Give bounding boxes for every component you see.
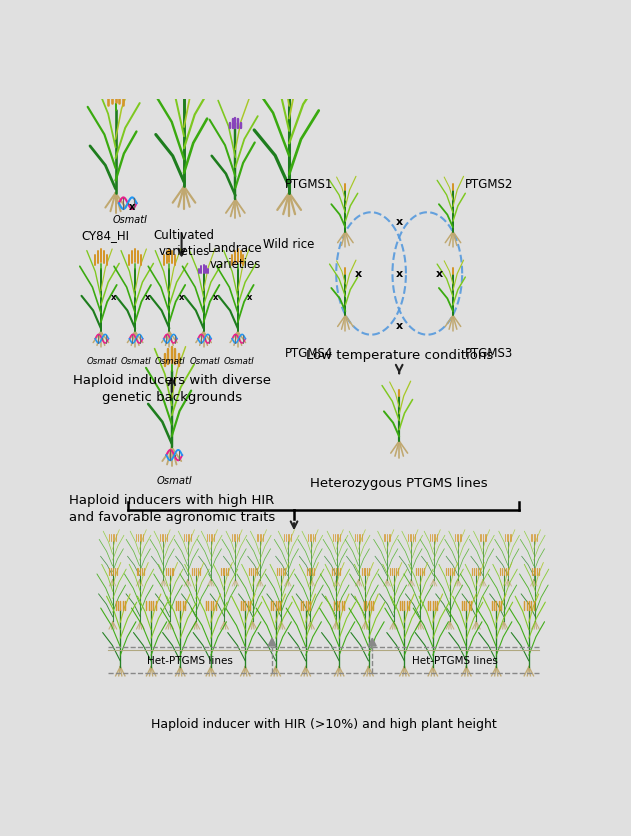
Text: OsmatI: OsmatI <box>189 356 220 365</box>
Text: Low temperature conditions: Low temperature conditions <box>305 348 493 361</box>
Text: Haploid inducers with high HIR
and favorable agronomic traits: Haploid inducers with high HIR and favor… <box>69 493 275 523</box>
Text: OsmatI: OsmatI <box>223 356 254 365</box>
Polygon shape <box>369 639 376 646</box>
Text: x: x <box>110 292 116 301</box>
Text: Haploid inducer with HIR (>10%) and high plant height: Haploid inducer with HIR (>10%) and high… <box>151 717 496 730</box>
Text: Haploid inducers with diverse
genetic backgrounds: Haploid inducers with diverse genetic ba… <box>73 374 271 404</box>
Text: Cultivated
varieties: Cultivated varieties <box>153 229 215 258</box>
Text: PTGMS2: PTGMS2 <box>465 177 514 191</box>
Text: Landrace
varieties: Landrace varieties <box>208 242 262 271</box>
Text: PTGMS1: PTGMS1 <box>285 177 333 191</box>
Text: x: x <box>396 321 403 331</box>
Text: x: x <box>179 292 184 301</box>
Text: x: x <box>396 217 403 227</box>
Text: x: x <box>129 201 135 212</box>
Text: OsmatI: OsmatI <box>121 356 151 365</box>
Text: x: x <box>213 292 218 301</box>
Text: OsmatI: OsmatI <box>86 356 117 365</box>
Text: Het-PTGMS lines: Het-PTGMS lines <box>147 655 233 665</box>
Text: x: x <box>144 292 150 301</box>
Polygon shape <box>268 639 276 646</box>
Text: Heterozygous PTGMS lines: Heterozygous PTGMS lines <box>310 477 488 490</box>
Text: x: x <box>355 269 362 279</box>
Text: CY84_HI: CY84_HI <box>82 229 130 242</box>
Text: OsmatI: OsmatI <box>156 475 192 485</box>
Text: PTGMS3: PTGMS3 <box>465 347 514 359</box>
Text: x: x <box>247 292 253 301</box>
Text: OsmatI: OsmatI <box>155 356 186 365</box>
Text: x: x <box>396 269 403 279</box>
Text: PTGMS4: PTGMS4 <box>285 347 333 359</box>
Text: Wild rice: Wild rice <box>264 237 315 251</box>
Text: x: x <box>436 269 443 279</box>
Text: OsmatI: OsmatI <box>113 215 148 225</box>
Text: Het-PTGMS lines: Het-PTGMS lines <box>413 655 498 665</box>
